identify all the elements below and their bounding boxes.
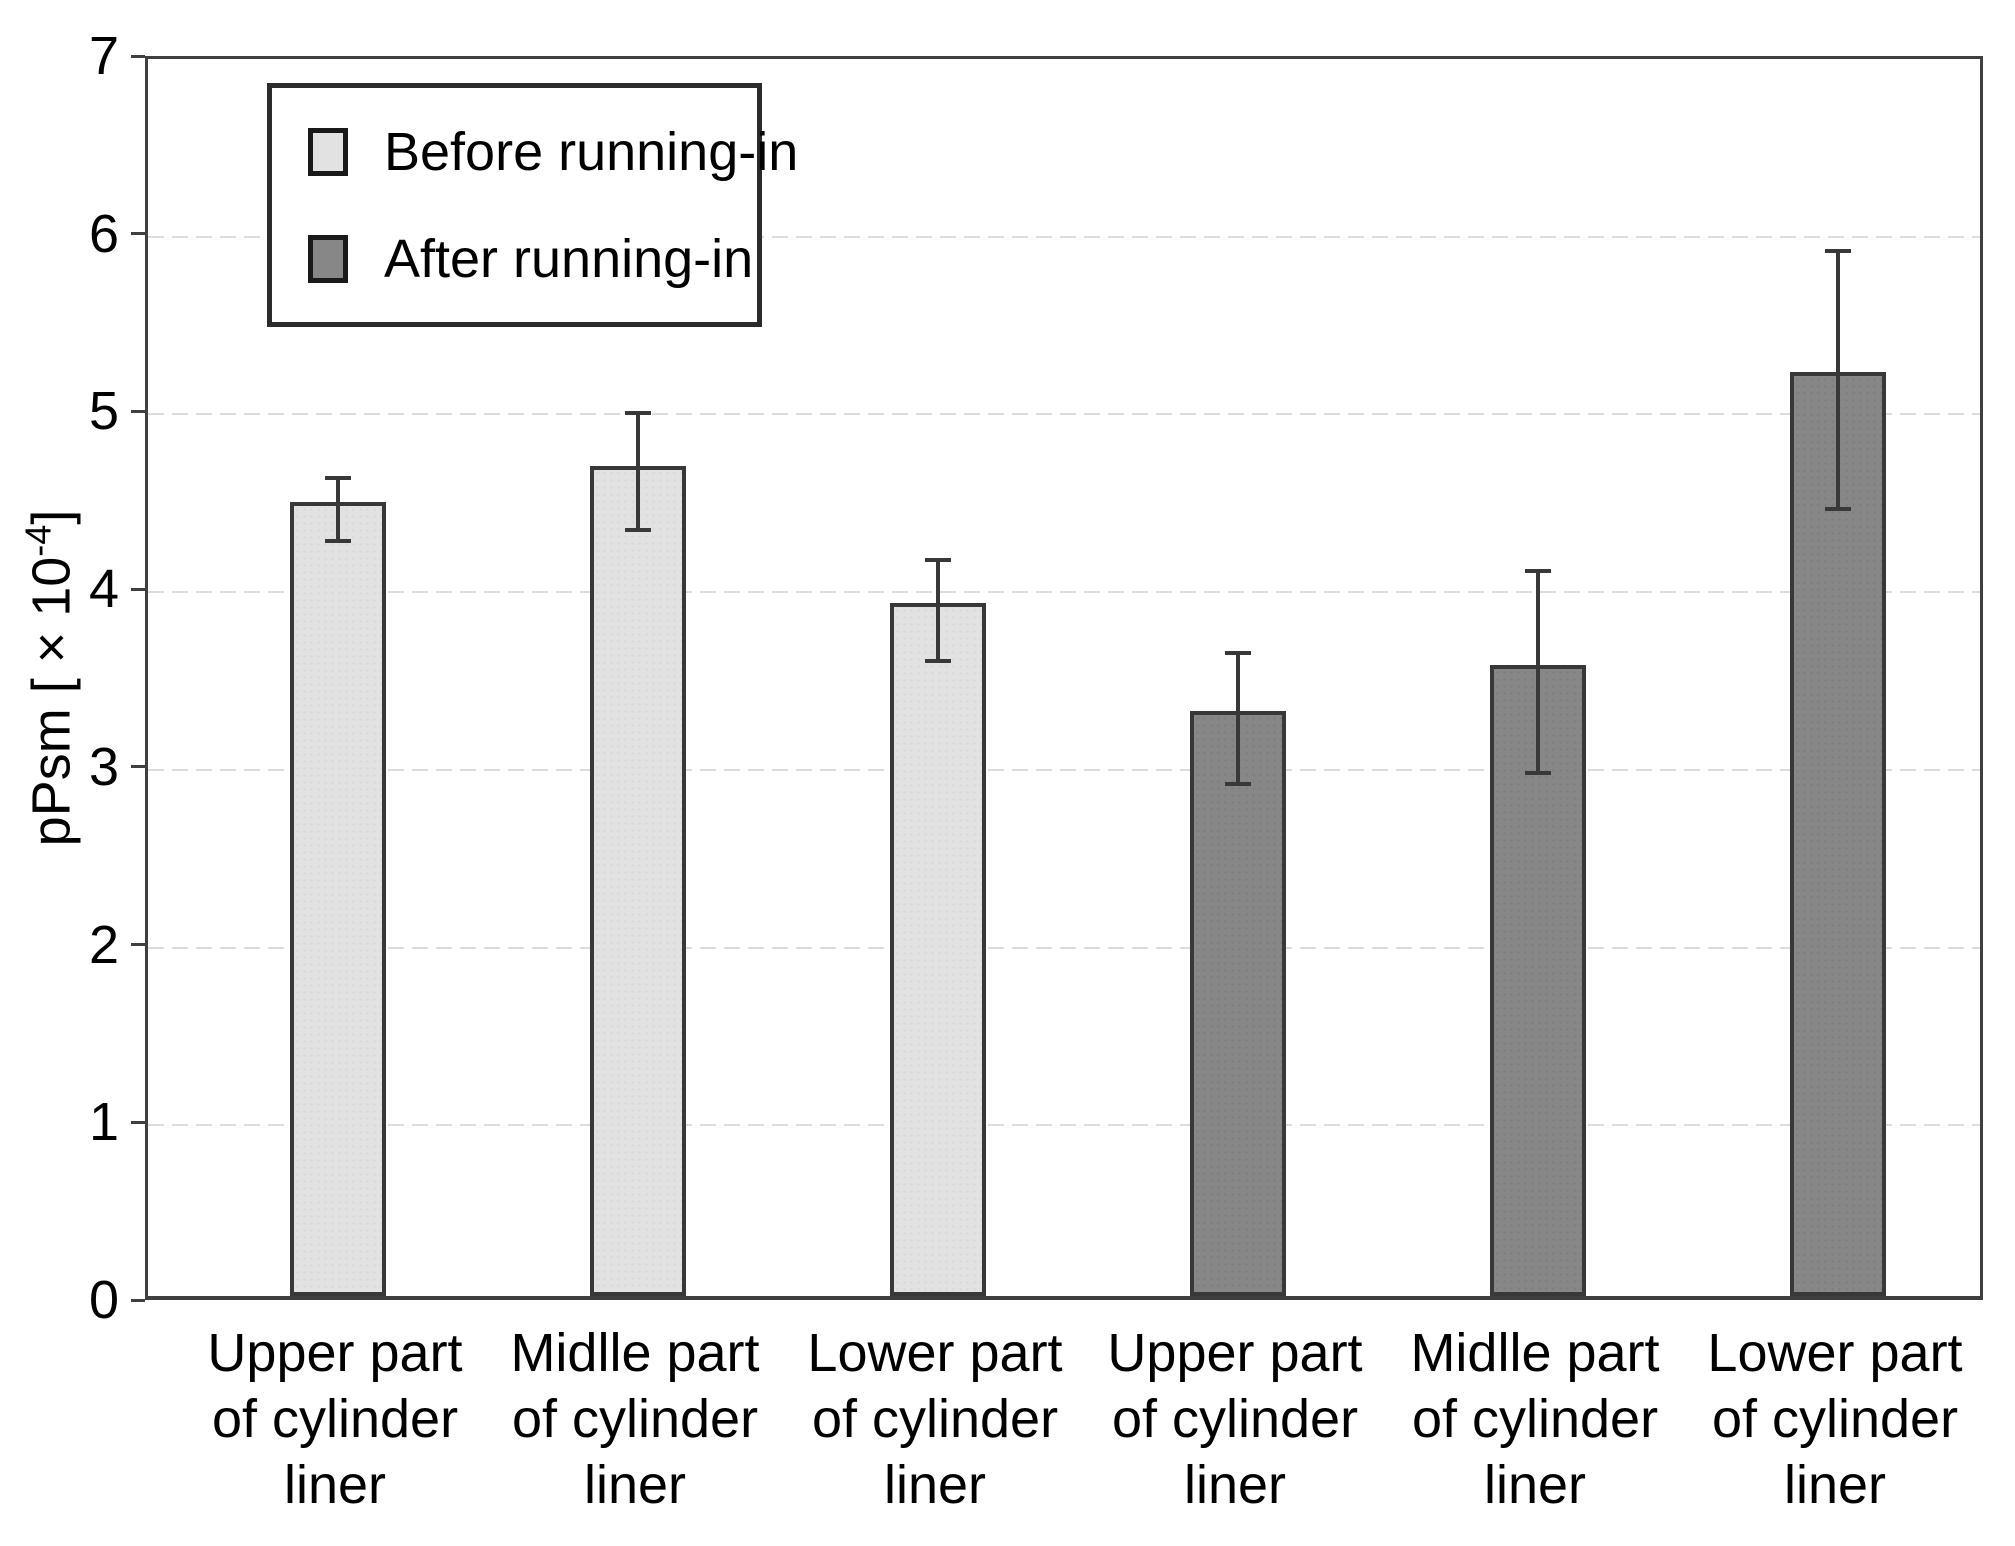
legend-item-after: After running-in — [308, 228, 757, 290]
y-tick-label-0: 0 — [88, 1270, 119, 1330]
x-category-label-line: of cylinder — [1711, 1389, 1959, 1449]
bar-3 — [890, 602, 986, 1296]
x-category-label-line: liner — [1483, 1455, 1587, 1515]
x-category-label-4: Upper part of cylinder liner — [1080, 1320, 1390, 1518]
error-bar-cap-bottom-1 — [325, 538, 351, 543]
error-bar-cap-top-6 — [1825, 248, 1851, 253]
legend: Before running-in After running-in — [267, 83, 798, 327]
y-tick-6 — [131, 232, 145, 236]
y-tick-label-3: 3 — [88, 736, 119, 797]
error-bar-cap-bottom-2 — [625, 527, 651, 532]
legend-label-before: Before running-in — [384, 121, 799, 182]
error-bar-cap-top-5 — [1525, 568, 1551, 573]
y-tick-label-5: 5 — [88, 381, 119, 442]
x-category-label-5: Midlle part of cylinder liner — [1380, 1320, 1690, 1518]
error-bar-line-4 — [1236, 652, 1240, 785]
gridline-y-4 — [148, 591, 1980, 594]
bar-4 — [1190, 711, 1286, 1296]
x-category-label-line: of cylinder — [511, 1389, 759, 1449]
error-bar-cap-top-3 — [925, 558, 951, 563]
error-bar-line-6 — [1836, 250, 1840, 509]
gridline-y-5 — [148, 413, 1980, 416]
y-tick-2 — [131, 943, 145, 947]
x-category-label-2: Midlle part of cylinder liner — [480, 1320, 790, 1518]
error-bar-cap-top-2 — [625, 410, 651, 415]
error-bar-cap-bottom-3 — [925, 659, 951, 664]
x-category-label-6: Lower part of cylinder liner — [1680, 1320, 1990, 1518]
legend-label-after: After running-in — [384, 228, 754, 289]
y-tick-label-7: 7 — [88, 26, 119, 86]
gridline-y-3 — [148, 768, 1980, 771]
x-category-label-line: Midlle part — [510, 1323, 760, 1383]
error-bar-cap-top-1 — [325, 476, 351, 481]
plot-area — [145, 56, 1983, 1300]
y-tick-7 — [131, 54, 145, 58]
y-tick-label-1: 1 — [88, 1092, 119, 1153]
x-category-label-line: Midlle part — [1410, 1323, 1660, 1383]
x-category-label-line: of cylinder — [811, 1389, 1059, 1449]
y-tick-1 — [131, 1120, 145, 1124]
y-axis-title-close: ] — [21, 509, 82, 525]
y-axis-title: pPsm [ × 10-4] — [18, 510, 83, 847]
x-category-label-line: liner — [583, 1455, 687, 1515]
legend-swatch-before — [308, 127, 348, 176]
error-bar-cap-top-4 — [1225, 650, 1251, 655]
error-bar-line-2 — [636, 412, 640, 530]
x-category-label-3: Lower part of cylinder liner — [780, 1320, 1090, 1518]
x-category-label-line: Lower part — [1707, 1323, 1963, 1383]
error-bar-line-1 — [336, 478, 340, 541]
bar-1 — [290, 501, 386, 1296]
y-tick-3 — [131, 765, 145, 769]
y-tick-label-2: 2 — [88, 914, 119, 975]
x-category-label-line: liner — [283, 1455, 387, 1515]
x-category-label-line: liner — [1783, 1455, 1887, 1515]
y-tick-label-6: 6 — [88, 203, 119, 264]
y-axis-title-exponent: -4 — [17, 524, 59, 557]
bar-6 — [1790, 371, 1886, 1296]
y-tick-label-4: 4 — [88, 559, 119, 620]
legend-swatch-after — [308, 234, 348, 283]
x-category-label-line: Upper part — [1107, 1323, 1363, 1383]
x-category-label-line: of cylinder — [1411, 1389, 1659, 1449]
bar-2 — [590, 466, 686, 1296]
gridline-y-6 — [148, 235, 1980, 238]
y-tick-5 — [131, 409, 145, 413]
error-bar-cap-bottom-6 — [1825, 506, 1851, 511]
x-category-label-1: Upper part of cylinder liner — [180, 1320, 490, 1518]
legend-item-before: Before running-in — [308, 121, 798, 183]
error-bar-cap-bottom-4 — [1225, 782, 1251, 787]
error-bar-line-5 — [1536, 570, 1540, 774]
error-bar-cap-bottom-5 — [1525, 771, 1551, 776]
x-category-label-line: liner — [1183, 1455, 1287, 1515]
x-category-label-line: liner — [883, 1455, 987, 1515]
y-tick-0 — [131, 1298, 145, 1302]
x-category-label-line: Lower part — [807, 1323, 1063, 1383]
x-category-label-line: Upper part — [207, 1323, 463, 1383]
y-tick-4 — [131, 587, 145, 591]
gridline-y-1 — [148, 1124, 1980, 1127]
error-bar-line-3 — [936, 560, 940, 662]
x-category-label-line: of cylinder — [1111, 1389, 1359, 1449]
x-category-label-line: of cylinder — [211, 1389, 459, 1449]
gridline-y-2 — [148, 946, 1980, 949]
